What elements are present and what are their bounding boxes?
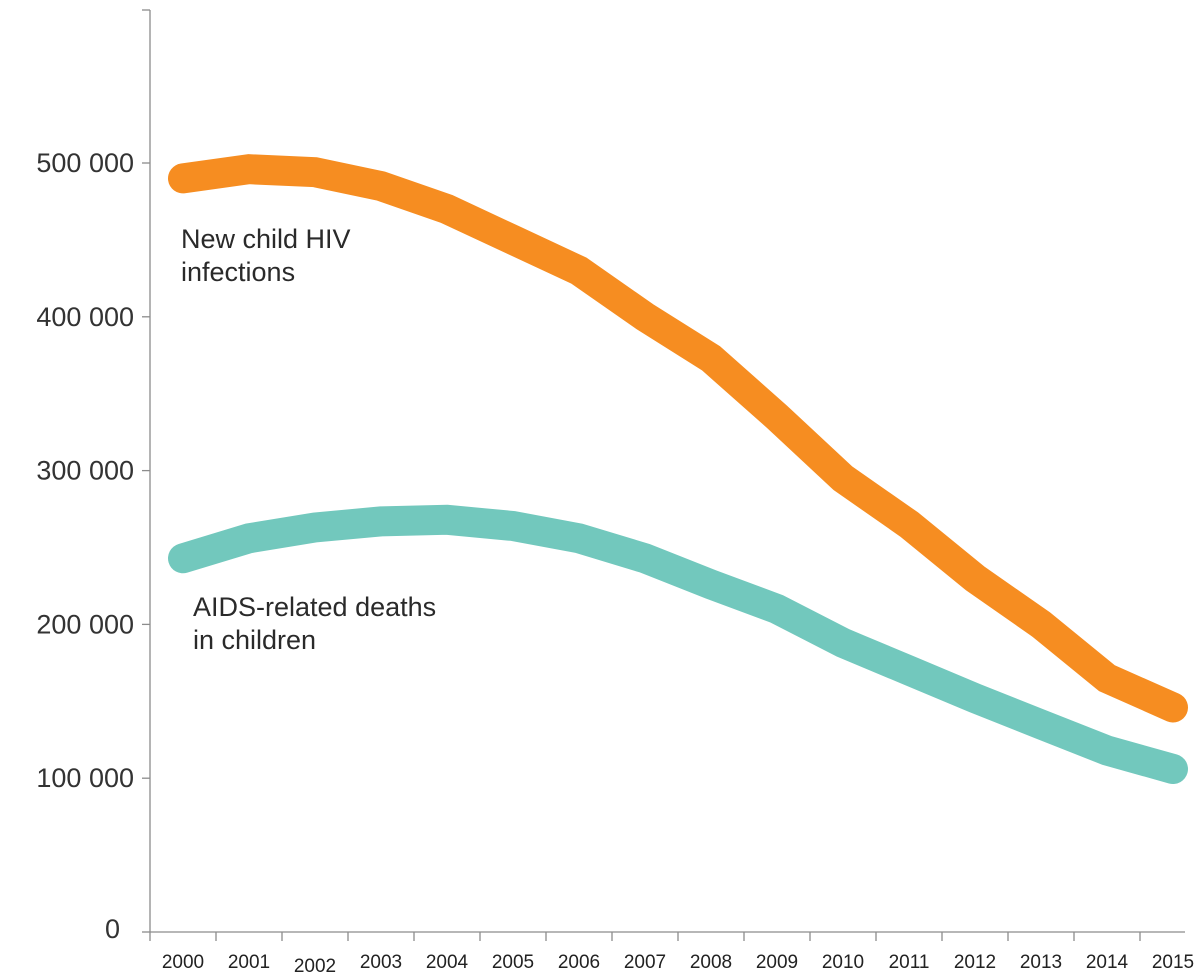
series-labels: New child HIV infections AIDS-related deat…	[181, 224, 436, 655]
series-line-new-infections	[168, 154, 1188, 723]
x-tick-label: 2006	[558, 952, 600, 973]
y-tick-label: 200 000	[36, 609, 134, 639]
x-tick-label: 2008	[690, 952, 732, 973]
y-tick-label: 500 000	[36, 148, 134, 178]
x-tick-label: 2013	[1020, 952, 1062, 973]
x-tick-label: 2003	[360, 952, 402, 973]
y-axis: 0 100 000 200 000 300 000 400 000 500 000	[36, 9, 151, 944]
series-label-line: infections	[181, 257, 295, 287]
series-label-line: in children	[193, 625, 316, 655]
x-tick-label: 2009	[756, 952, 798, 973]
label-new-infections: New child HIV infections	[181, 224, 351, 287]
y-tick-label: 0	[105, 914, 120, 944]
x-tick-label: 2015	[1152, 952, 1194, 973]
y-tick-label: 100 000	[36, 763, 134, 793]
x-tick-label: 2012	[954, 952, 996, 973]
series-label-line: New child HIV	[181, 224, 351, 254]
x-tick-label: 2014	[1086, 952, 1129, 973]
series-line-aids-deaths	[168, 504, 1188, 784]
x-tick-label: 2000	[162, 952, 204, 973]
series-layer	[168, 154, 1188, 784]
x-tick-label: 2011	[889, 952, 930, 973]
x-tick-label: 2007	[624, 952, 666, 973]
y-tick-label: 300 000	[36, 456, 134, 486]
x-tick-label: 2004	[426, 952, 469, 973]
x-tick-label: 2002	[294, 956, 336, 977]
label-aids-deaths: AIDS-related deaths in children	[193, 592, 436, 655]
x-tick-label: 2010	[822, 952, 864, 973]
x-tick-label: 2001	[228, 952, 270, 973]
series-label-line: AIDS-related deaths	[193, 592, 436, 622]
y-tick-label: 400 000	[36, 302, 134, 332]
x-tick-label: 2005	[492, 952, 534, 973]
x-axis: 2000 2001 2002 2003 2004 2005 2006 2007 2008 2009…	[149, 931, 1194, 977]
